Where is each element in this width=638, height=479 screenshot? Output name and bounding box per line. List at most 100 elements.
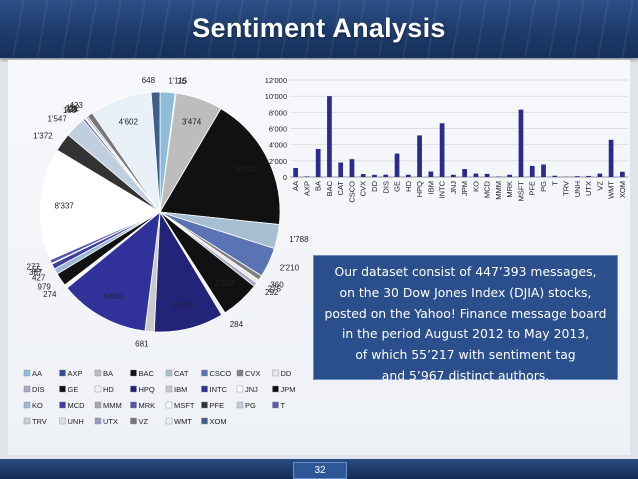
bar-pg: [541, 164, 546, 177]
legend-swatch: [94, 369, 102, 377]
bar-x-tick-label: INTC: [438, 180, 447, 198]
pie-data-label: 427: [32, 273, 46, 282]
legend-label: MRK: [139, 401, 156, 410]
pie-slice-intc: [66, 211, 161, 332]
pie-data-label: 423: [70, 101, 84, 110]
bar-mcd: [484, 173, 490, 177]
pie-data-label: 70: [177, 77, 186, 86]
legend-label: DIS: [32, 385, 45, 394]
legend-label: T: [281, 401, 286, 410]
pie-data-label: 4'602: [119, 117, 139, 126]
bar-y-tick-label: 10'000: [265, 92, 287, 101]
legend-label: CVX: [245, 369, 260, 378]
description-line: Our dataset consist of 447’393 messages,: [334, 264, 597, 279]
bar-ba: [315, 148, 321, 177]
bar-x-tick-label: CSCO: [348, 181, 357, 203]
bar-vz: [597, 173, 603, 177]
pie-slice-msft: [39, 149, 161, 261]
bar-cat: [338, 162, 344, 177]
pie-data-label: 979: [38, 282, 52, 291]
pie-data-label: 132: [66, 103, 80, 112]
pie-slice-xom: [150, 91, 161, 213]
bar-x-tick-label: KO: [471, 181, 480, 192]
bar-x-tick-label: HPQ: [415, 181, 424, 197]
pie-data-label: 3'474: [182, 117, 202, 126]
legend-label: JNJ: [245, 385, 258, 394]
legend-label: IBM: [174, 385, 187, 394]
bar-x-tick-label: JNJ: [449, 181, 458, 194]
description-line: and 5’967 distinct authors.: [381, 367, 550, 383]
bar-x-tick-label: CAT: [336, 181, 345, 196]
bar-t: [552, 175, 558, 177]
legend-swatch: [272, 401, 279, 409]
bar-hd: [405, 174, 411, 177]
legend-label: INTC: [210, 385, 228, 394]
pie-data-label: 387: [29, 268, 43, 277]
pie-data-label: 8'337: [55, 202, 75, 211]
legend-swatch: [23, 401, 31, 409]
pie-data-label: 2'210: [280, 264, 300, 273]
legend-label: PG: [245, 401, 256, 410]
bar-x-tick-label: AXP: [302, 181, 311, 196]
legend-label: UTX: [103, 417, 118, 426]
legend-swatch: [130, 417, 137, 425]
bar-x-tick-label: BA: [314, 181, 323, 191]
bar-x-tick-label: GE: [393, 181, 402, 192]
bar-hpq: [417, 135, 422, 177]
pie-data-label: 681: [135, 340, 149, 349]
bar-y-tick-label: 0: [283, 173, 287, 182]
legend-label: AA: [32, 369, 42, 378]
bar-intc: [439, 123, 445, 177]
bar-msft: [518, 109, 524, 177]
legend-swatch: [201, 385, 208, 393]
bar-x-tick-label: HD: [404, 180, 413, 191]
pie-data-label: 1'547: [47, 115, 67, 124]
legend-label: PFE: [210, 401, 225, 410]
bar-axp: [304, 176, 310, 177]
legend-label: AXP: [68, 369, 83, 378]
bar-x-tick-label: VZ: [595, 181, 604, 191]
bar-y-tick-label: 8'000: [269, 108, 287, 117]
legend-swatch: [236, 369, 244, 377]
legend-swatch: [236, 385, 244, 393]
pie-data-label: 158: [63, 106, 77, 115]
legend-label: DD: [281, 369, 292, 378]
legend-swatch: [23, 385, 31, 393]
bar-x-tick-label: CVX: [359, 181, 368, 196]
pie-data-label: 648: [142, 76, 156, 85]
bar-wmt: [608, 139, 614, 177]
legend-label: MCD: [68, 401, 86, 410]
description-line: posted on the Yahoo! Finance message boa…: [324, 305, 607, 321]
legend-swatch: [23, 369, 31, 377]
bar-y-tick-label: 4'000: [269, 141, 287, 150]
legend-label: XOM: [210, 417, 227, 426]
bar-pfe: [529, 165, 535, 177]
pie-slice-bac: [159, 108, 281, 225]
bar-x-tick-label: MMM: [494, 181, 503, 200]
legend-swatch: [201, 369, 208, 377]
bar-x-tick-label: BAC: [325, 180, 334, 196]
legend-swatch: [59, 385, 66, 393]
pie-legend: AA AXP BA BAC CAT CSCO CVX DD DIS GE HD HPQ IBM INTC J…: [23, 369, 296, 426]
legend-swatch: [272, 385, 279, 393]
pie-data-label: 292: [265, 288, 279, 297]
legend-label: CAT: [174, 369, 189, 378]
legend-label: WMT: [174, 417, 192, 426]
description-line: on the 30 Dow Jones Index (DJIA) stocks,: [339, 284, 592, 300]
pie-data-label: 1'788: [289, 235, 309, 244]
pie-chart: [39, 91, 281, 333]
bar-csco: [349, 159, 355, 177]
bar-x-tick-label: TRV: [562, 181, 571, 196]
legend-swatch: [201, 417, 208, 425]
legend-swatch: [272, 369, 279, 377]
legend-swatch: [59, 369, 66, 377]
legend-label: MMM: [103, 401, 122, 410]
pie-data-label: 2'897: [215, 279, 235, 288]
legend-label: KO: [32, 401, 43, 410]
legend-label: GE: [68, 385, 79, 394]
pie-data-label: 274: [43, 290, 57, 299]
pie-data-label: 360: [270, 281, 284, 290]
description-line: of which 55’217 with sentiment tag: [355, 347, 576, 363]
